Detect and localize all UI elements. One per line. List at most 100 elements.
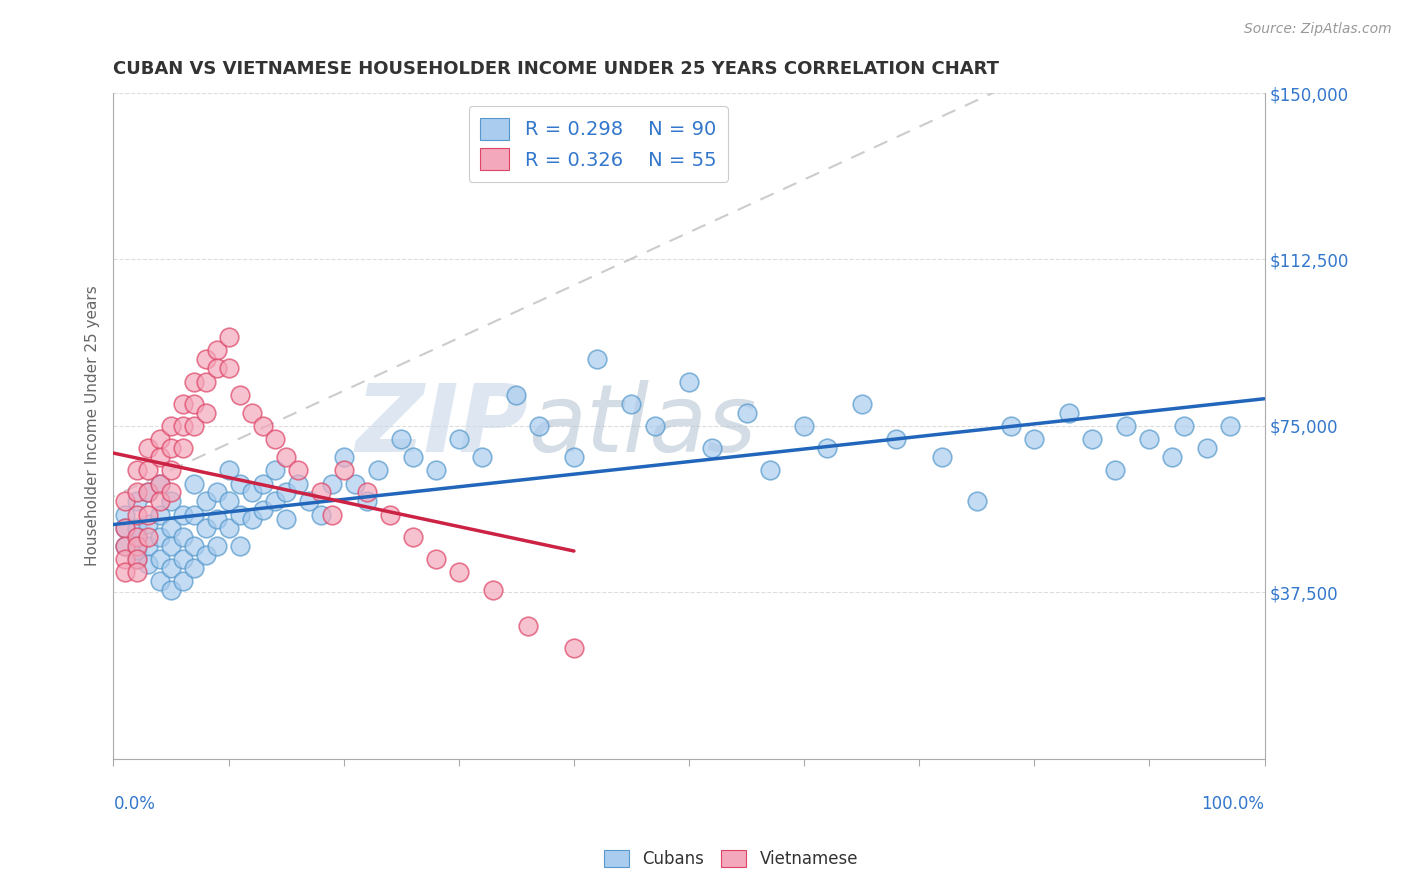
- Point: [252, 418, 274, 433]
- Point: [735, 406, 758, 420]
- Point: [114, 521, 136, 535]
- Point: [160, 463, 183, 477]
- Point: [194, 406, 217, 420]
- Point: [194, 352, 217, 367]
- Legend: R = 0.298    N = 90, R = 0.326    N = 55: R = 0.298 N = 90, R = 0.326 N = 55: [468, 106, 728, 182]
- Point: [1195, 441, 1218, 455]
- Point: [356, 485, 378, 500]
- Point: [205, 539, 228, 553]
- Point: [966, 494, 988, 508]
- Point: [402, 450, 425, 464]
- Point: [114, 552, 136, 566]
- Point: [1173, 418, 1195, 433]
- Point: [356, 494, 378, 508]
- Point: [194, 375, 217, 389]
- Text: ZIP: ZIP: [354, 380, 527, 472]
- Point: [114, 508, 136, 522]
- Point: [136, 557, 159, 571]
- Point: [125, 552, 148, 566]
- Point: [332, 450, 354, 464]
- Point: [309, 508, 332, 522]
- Point: [125, 530, 148, 544]
- Point: [240, 512, 263, 526]
- Point: [471, 450, 494, 464]
- Point: [229, 388, 252, 402]
- Point: [1000, 418, 1022, 433]
- Point: [240, 406, 263, 420]
- Point: [183, 508, 205, 522]
- Text: 100.0%: 100.0%: [1202, 796, 1264, 814]
- Point: [114, 494, 136, 508]
- Point: [252, 503, 274, 517]
- Point: [160, 521, 183, 535]
- Point: [287, 463, 309, 477]
- Point: [136, 508, 159, 522]
- Point: [172, 397, 194, 411]
- Point: [1024, 432, 1046, 446]
- Point: [172, 418, 194, 433]
- Point: [183, 397, 205, 411]
- Point: [447, 432, 470, 446]
- Point: [276, 512, 298, 526]
- Point: [183, 418, 205, 433]
- Point: [125, 508, 148, 522]
- Point: [172, 508, 194, 522]
- Point: [218, 361, 240, 376]
- Point: [447, 566, 470, 580]
- Point: [884, 432, 907, 446]
- Point: [183, 561, 205, 575]
- Point: [172, 552, 194, 566]
- Point: [678, 375, 700, 389]
- Point: [148, 552, 170, 566]
- Point: [172, 441, 194, 455]
- Point: [562, 450, 585, 464]
- Point: [183, 476, 205, 491]
- Point: [321, 508, 343, 522]
- Point: [332, 463, 354, 477]
- Point: [125, 566, 148, 580]
- Point: [287, 476, 309, 491]
- Point: [125, 521, 148, 535]
- Point: [367, 463, 389, 477]
- Point: [148, 432, 170, 446]
- Point: [205, 361, 228, 376]
- Point: [172, 574, 194, 589]
- Point: [229, 476, 252, 491]
- Point: [344, 476, 367, 491]
- Point: [160, 583, 183, 598]
- Point: [516, 618, 538, 632]
- Point: [136, 530, 159, 544]
- Point: [114, 521, 136, 535]
- Point: [136, 539, 159, 553]
- Point: [620, 397, 643, 411]
- Point: [148, 494, 170, 508]
- Point: [160, 494, 183, 508]
- Point: [160, 441, 183, 455]
- Point: [183, 539, 205, 553]
- Point: [218, 463, 240, 477]
- Point: [1115, 418, 1137, 433]
- Point: [252, 476, 274, 491]
- Point: [183, 375, 205, 389]
- Text: CUBAN VS VIETNAMESE HOUSEHOLDER INCOME UNDER 25 YEARS CORRELATION CHART: CUBAN VS VIETNAMESE HOUSEHOLDER INCOME U…: [114, 60, 1000, 78]
- Point: [160, 539, 183, 553]
- Point: [263, 432, 285, 446]
- Point: [378, 508, 401, 522]
- Point: [205, 512, 228, 526]
- Point: [136, 441, 159, 455]
- Point: [172, 530, 194, 544]
- Point: [125, 530, 148, 544]
- Point: [402, 530, 425, 544]
- Point: [194, 548, 217, 562]
- Point: [1161, 450, 1184, 464]
- Point: [160, 418, 183, 433]
- Point: [229, 508, 252, 522]
- Point: [136, 485, 159, 500]
- Point: [148, 574, 170, 589]
- Point: [425, 552, 447, 566]
- Point: [114, 539, 136, 553]
- Point: [298, 494, 321, 508]
- Point: [229, 539, 252, 553]
- Point: [505, 388, 527, 402]
- Point: [700, 441, 723, 455]
